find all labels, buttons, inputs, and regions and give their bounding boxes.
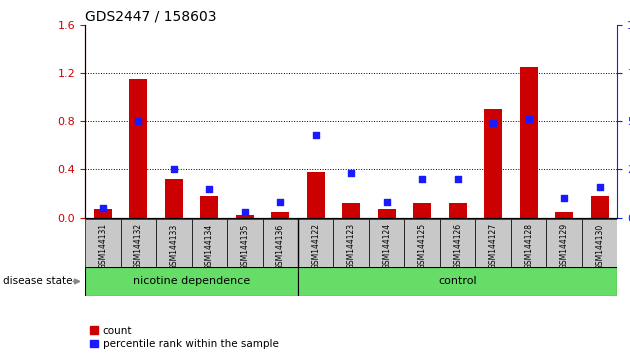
Bar — [378, 209, 396, 218]
Bar — [342, 203, 360, 218]
FancyBboxPatch shape — [582, 219, 617, 267]
Bar — [94, 209, 112, 218]
Point — [134, 118, 144, 124]
FancyBboxPatch shape — [227, 219, 263, 267]
Text: GSM144122: GSM144122 — [311, 223, 320, 269]
Point — [346, 171, 357, 176]
Bar — [129, 79, 147, 218]
Point — [488, 120, 498, 126]
Bar — [449, 203, 467, 218]
Point — [417, 176, 427, 182]
Point — [595, 184, 605, 190]
Point — [524, 116, 534, 122]
Text: GSM144132: GSM144132 — [134, 223, 143, 269]
Bar — [413, 203, 431, 218]
FancyBboxPatch shape — [546, 219, 582, 267]
Bar — [555, 212, 573, 218]
Point — [239, 209, 249, 215]
Legend: count, percentile rank within the sample: count, percentile rank within the sample — [90, 326, 278, 349]
FancyBboxPatch shape — [298, 267, 617, 296]
FancyBboxPatch shape — [476, 219, 511, 267]
Bar — [236, 215, 254, 218]
FancyBboxPatch shape — [298, 219, 333, 267]
Bar — [200, 196, 218, 218]
Text: GSM144129: GSM144129 — [559, 223, 569, 269]
FancyBboxPatch shape — [369, 219, 404, 267]
Text: GSM144123: GSM144123 — [346, 223, 356, 269]
FancyBboxPatch shape — [120, 219, 156, 267]
Text: nicotine dependence: nicotine dependence — [133, 276, 250, 286]
Text: GSM144135: GSM144135 — [240, 223, 249, 269]
Text: GSM144131: GSM144131 — [98, 223, 107, 269]
Bar — [307, 172, 324, 218]
FancyBboxPatch shape — [192, 219, 227, 267]
Point — [98, 205, 108, 211]
FancyBboxPatch shape — [156, 219, 192, 267]
Point — [452, 176, 462, 182]
Bar — [520, 67, 537, 218]
Bar — [591, 196, 609, 218]
Text: GSM144128: GSM144128 — [524, 223, 533, 269]
Point — [559, 195, 570, 201]
Bar — [165, 179, 183, 218]
FancyBboxPatch shape — [263, 219, 298, 267]
Point — [311, 132, 321, 138]
Point — [382, 199, 392, 205]
Text: control: control — [438, 276, 477, 286]
Point — [275, 199, 285, 205]
FancyBboxPatch shape — [333, 219, 369, 267]
Text: GSM144126: GSM144126 — [453, 223, 462, 269]
Text: GSM144136: GSM144136 — [276, 223, 285, 269]
Text: GSM144124: GSM144124 — [382, 223, 391, 269]
Text: GSM144130: GSM144130 — [595, 223, 604, 269]
Text: GDS2447 / 158603: GDS2447 / 158603 — [85, 10, 217, 24]
Text: disease state: disease state — [3, 276, 72, 286]
FancyBboxPatch shape — [85, 267, 298, 296]
Bar — [272, 212, 289, 218]
Bar — [484, 109, 502, 218]
Text: GSM144127: GSM144127 — [489, 223, 498, 269]
Point — [169, 167, 179, 172]
Point — [204, 186, 214, 192]
FancyBboxPatch shape — [511, 219, 546, 267]
Text: GSM144125: GSM144125 — [418, 223, 427, 269]
Text: GSM144134: GSM144134 — [205, 223, 214, 269]
FancyBboxPatch shape — [404, 219, 440, 267]
FancyBboxPatch shape — [85, 219, 120, 267]
Text: GSM144133: GSM144133 — [169, 223, 178, 269]
FancyBboxPatch shape — [440, 219, 476, 267]
